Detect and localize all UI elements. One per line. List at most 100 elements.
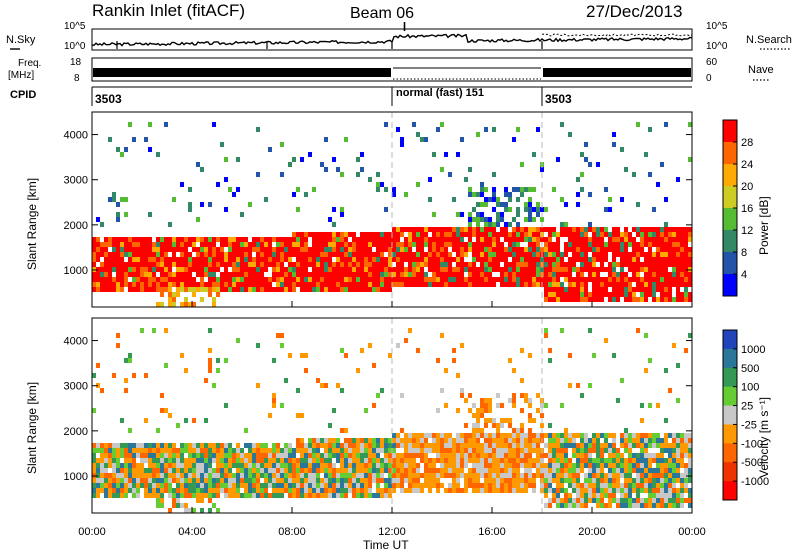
power-cell bbox=[284, 282, 288, 287]
power-cell bbox=[480, 282, 484, 287]
power-cell bbox=[168, 292, 172, 297]
power-cell bbox=[328, 232, 332, 237]
velocity-cell bbox=[168, 493, 172, 498]
velocity-cell bbox=[512, 368, 516, 373]
velocity-cell bbox=[608, 478, 612, 483]
power-cell bbox=[548, 267, 552, 272]
velocity-cell bbox=[456, 408, 460, 413]
velocity-cell bbox=[476, 488, 480, 493]
power-cell bbox=[204, 242, 208, 247]
power-cell bbox=[284, 257, 288, 262]
power-cell bbox=[504, 207, 508, 212]
velocity-cell bbox=[648, 488, 652, 493]
velocity-cell bbox=[108, 463, 112, 468]
velocity-cell bbox=[368, 488, 372, 493]
power-cell bbox=[608, 292, 612, 297]
velocity-cell bbox=[408, 478, 412, 483]
velocity-cell bbox=[272, 478, 276, 483]
velocity-cell bbox=[468, 468, 472, 473]
power-cell bbox=[316, 247, 320, 252]
power-cell bbox=[560, 252, 564, 257]
power-cell bbox=[400, 227, 404, 232]
power-cell bbox=[596, 277, 600, 282]
power-cell bbox=[548, 297, 552, 302]
velocity-cell bbox=[548, 438, 552, 443]
power-cell bbox=[664, 267, 668, 272]
velocity-cell bbox=[576, 488, 580, 493]
velocity-cell bbox=[348, 488, 352, 493]
power-cell bbox=[492, 207, 496, 212]
velocity-cell bbox=[360, 463, 364, 468]
velocity-cell bbox=[200, 498, 204, 503]
velocity-cell bbox=[676, 503, 680, 508]
velocity-cell bbox=[560, 443, 564, 448]
velocity-cell bbox=[688, 468, 692, 473]
power-cell bbox=[368, 242, 372, 247]
velocity-cell bbox=[124, 488, 128, 493]
power-cell bbox=[684, 232, 688, 237]
velocity-scale-swatch-2 bbox=[723, 367, 737, 388]
velocity-cell bbox=[512, 438, 516, 443]
velocity-cell bbox=[664, 493, 668, 498]
velocity-cell bbox=[108, 443, 112, 448]
velocity-cell bbox=[644, 453, 648, 458]
velocity-cell bbox=[600, 468, 604, 473]
power-cell bbox=[512, 242, 516, 247]
velocity-cell bbox=[668, 448, 672, 453]
power-cell bbox=[528, 232, 532, 237]
power-cell bbox=[292, 252, 296, 257]
velocity-cell bbox=[340, 453, 344, 458]
velocity-cell bbox=[504, 478, 508, 483]
velocity-cell bbox=[456, 453, 460, 458]
power-cell bbox=[676, 227, 680, 232]
power-cell bbox=[604, 287, 608, 292]
velocity-cell bbox=[660, 438, 664, 443]
velocity-cell bbox=[612, 498, 616, 503]
power-cell bbox=[516, 197, 520, 202]
velocity-cell bbox=[628, 503, 632, 508]
velocity-cell bbox=[584, 473, 588, 478]
velocity-cell bbox=[348, 478, 352, 483]
power-cell bbox=[256, 272, 260, 277]
power-cell bbox=[140, 247, 144, 252]
power-cell bbox=[680, 297, 684, 302]
power-cell bbox=[596, 227, 600, 232]
power-cell bbox=[376, 267, 380, 272]
velocity-cell bbox=[392, 433, 396, 438]
velocity-cell bbox=[544, 473, 548, 478]
velocity-cell bbox=[260, 483, 264, 488]
velocity-cell bbox=[404, 463, 408, 468]
velocity-cell bbox=[356, 453, 360, 458]
power-cell bbox=[680, 252, 684, 257]
power-cell bbox=[188, 287, 192, 292]
power-cell bbox=[468, 282, 472, 287]
power-cell bbox=[512, 267, 516, 272]
power-cell bbox=[616, 292, 620, 297]
velocity-cell bbox=[348, 473, 352, 478]
velocity-cell bbox=[528, 448, 532, 453]
velocity-cell bbox=[176, 493, 180, 498]
power-cell bbox=[596, 252, 600, 257]
velocity-cell bbox=[424, 448, 428, 453]
power-cell bbox=[472, 217, 476, 222]
power-cell bbox=[388, 267, 392, 272]
velocity-cell bbox=[412, 468, 416, 473]
velocity-cell bbox=[520, 438, 524, 443]
power-cell bbox=[136, 277, 140, 282]
velocity-cell bbox=[308, 458, 312, 463]
velocity-cell bbox=[560, 403, 564, 408]
power-cell bbox=[584, 297, 588, 302]
power-cell bbox=[380, 272, 384, 277]
power-cell bbox=[628, 237, 632, 242]
power-cell bbox=[256, 252, 260, 257]
power-cell bbox=[336, 272, 340, 277]
power-cell bbox=[376, 237, 380, 242]
velocity-cell bbox=[568, 353, 572, 358]
power-cell bbox=[548, 287, 552, 292]
power-cell bbox=[588, 247, 592, 252]
power-cell bbox=[676, 297, 680, 302]
power-cell bbox=[608, 197, 612, 202]
velocity-cell bbox=[304, 368, 308, 373]
velocity-cell bbox=[620, 433, 624, 438]
velocity-cell bbox=[128, 488, 132, 493]
